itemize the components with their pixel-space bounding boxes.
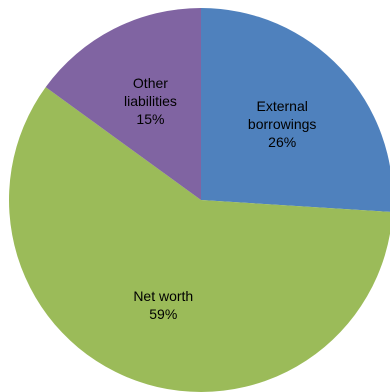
- slice-percent-label: 59%: [149, 306, 177, 322]
- slice-label-other-liabilities: Other liabilities 15%: [124, 75, 177, 127]
- slice-percent-label: 15%: [136, 111, 164, 127]
- slice-name-label: External: [256, 98, 307, 114]
- pie-slice-other-liabilities: [45, 8, 202, 200]
- pie-slice-external-borrowings: [201, 8, 390, 212]
- slice-label-external-borrowings: External borrowings 26%: [248, 98, 316, 150]
- slice-name-label: borrowings: [248, 116, 316, 132]
- slice-name-label: Other: [133, 75, 168, 91]
- slice-label-net-worth: Net worth 59%: [133, 288, 193, 322]
- slice-percent-label: 26%: [268, 134, 296, 150]
- pie-slices: [9, 8, 390, 392]
- pie-slice-net-worth: [9, 87, 390, 392]
- slice-name-label: Net worth: [133, 288, 193, 304]
- slice-labels: External borrowings 26% Net worth 59% Other li…: [124, 75, 316, 322]
- slice-name-label: liabilities: [124, 93, 177, 109]
